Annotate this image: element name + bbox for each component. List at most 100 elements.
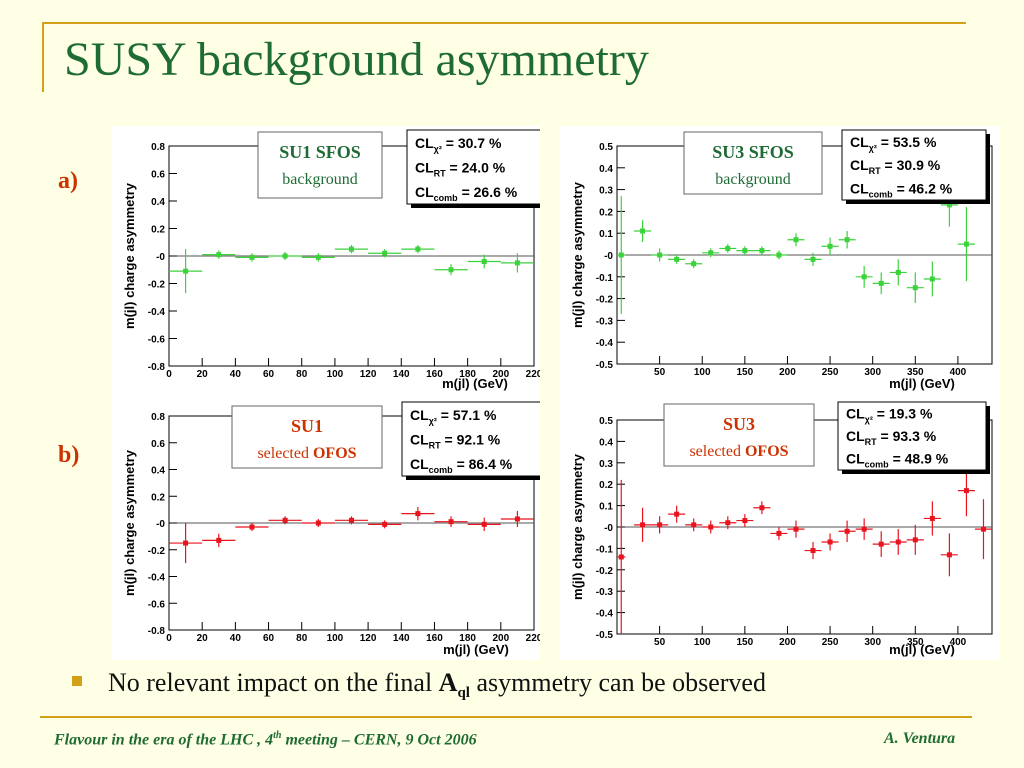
data-point (872, 272, 890, 295)
y-tick-label: -0.5 (596, 630, 614, 641)
marker (415, 511, 421, 517)
data-point (169, 523, 203, 564)
conclusion-suffix: asymmetry can be observed (469, 668, 766, 697)
cl-main: CL (846, 451, 865, 467)
cl-row: CLχ² = 57.1 % (410, 407, 497, 426)
data-point (804, 541, 822, 560)
y-tick-label: -0 (604, 523, 613, 534)
marker (844, 237, 850, 243)
footer-conference-sup: th (273, 730, 282, 741)
y-tick-label: -0.4 (596, 609, 614, 620)
data-point (872, 531, 890, 557)
conclusion-prefix: No relevant impact on the final (108, 668, 439, 697)
marker (691, 261, 697, 267)
data-point (334, 516, 369, 525)
cl-subscript: RT (869, 166, 881, 176)
data-point (368, 520, 402, 529)
cl-main: CL (410, 431, 429, 447)
y-tick-label: 0.2 (599, 480, 613, 491)
data-point (838, 231, 856, 249)
x-tick-label: 0 (166, 369, 172, 380)
y-tick-label: -0.2 (148, 546, 166, 557)
y-axis-label: m(jl) charge asymmetry (570, 453, 585, 600)
cl-value: = 24.0 % (446, 159, 506, 175)
sample-name: SU1 (291, 416, 323, 436)
data-point (736, 246, 754, 255)
marker (315, 520, 321, 526)
data-point (719, 516, 737, 530)
x-tick-label: 350 (907, 367, 924, 378)
cl-value: = 57.1 % (437, 407, 497, 423)
x-axis-label: m(jl) (GeV) (889, 376, 955, 391)
data-point (855, 518, 873, 540)
cl-row: CLcomb = 26.6 % (415, 184, 518, 203)
sample-label-box (231, 405, 383, 469)
data-point (235, 523, 269, 532)
data-point (753, 246, 771, 255)
cl-main: CL (410, 407, 429, 423)
cl-value: = 30.7 % (442, 135, 502, 151)
y-tick-label: 0.3 (599, 459, 613, 470)
marker (827, 539, 833, 545)
sample-selection: background (715, 171, 791, 188)
marker (946, 552, 952, 558)
data-point (838, 520, 856, 542)
marker (793, 526, 799, 532)
x-tick-label: 200 (492, 369, 509, 380)
data-point (770, 527, 788, 540)
y-tick-label: -0 (156, 252, 165, 263)
cl-subscript: comb (429, 465, 454, 475)
footer-author: A. Ventura (884, 730, 956, 747)
footer-conference-a: Flavour in the era of the LHC , 4 (54, 731, 274, 749)
data-point (434, 264, 468, 276)
marker (657, 252, 663, 258)
y-tick-label: -0 (604, 251, 613, 262)
footer-conference-b: meeting – CERN, 9 Oct 2006 (281, 731, 477, 749)
sample-selection-plain: background (715, 171, 791, 188)
marker (448, 519, 454, 525)
x-axis-label: m(jl) (GeV) (443, 642, 509, 657)
conclusion-symbol: A (438, 668, 458, 697)
sample-selection-plain: selected (689, 443, 745, 460)
x-tick-label: 200 (779, 637, 796, 648)
x-tick-label: 80 (296, 633, 308, 644)
marker (618, 252, 624, 258)
y-axis-label: m(jl) charge asymmetry (570, 181, 585, 328)
cl-main: CL (850, 157, 869, 173)
cl-main: CL (850, 134, 869, 150)
y-axis-label: m(jl) charge asymmetry (122, 449, 137, 596)
data-point (702, 248, 720, 258)
data-point (401, 245, 435, 254)
data-point (235, 253, 269, 262)
data-point (906, 272, 924, 303)
row-label-b: b) (58, 442, 80, 468)
y-axis-label: m(jl) charge asymmetry (122, 182, 137, 329)
x-tick-label: 150 (736, 367, 753, 378)
marker (481, 259, 487, 264)
x-tick-label: 100 (694, 637, 711, 648)
x-tick-label: 350 (907, 637, 924, 648)
data-point (889, 259, 907, 286)
conclusion-subscript: ql (457, 685, 470, 702)
data-point (889, 529, 907, 555)
conclusion-text: No relevant impact on the final Aql asym… (108, 668, 766, 702)
y-tick-label: -0 (156, 519, 165, 530)
data-point (169, 249, 203, 294)
data-point (334, 245, 369, 254)
marker (776, 530, 782, 536)
footer-conference: Flavour in the era of the LHC , 4th meet… (54, 730, 477, 749)
sample-label-box (683, 131, 823, 195)
marker (708, 524, 714, 530)
chart-panel-b-right: 0.5 0.4 0.3 0.2 0.1 -0 -0.1 -0.2 -0.3 -0.4 -0.5 50 1… (560, 398, 1000, 660)
marker (929, 276, 935, 282)
x-tick-label: 250 (822, 637, 839, 648)
marker (448, 267, 454, 273)
y-tick-label: -0.4 (148, 573, 166, 584)
cl-subscript: χ² (434, 144, 442, 154)
y-tick-label: 0.1 (599, 502, 613, 513)
data-point (804, 252, 822, 266)
y-tick-label: -0.2 (596, 566, 614, 577)
marker (946, 202, 952, 208)
data-point (202, 533, 236, 548)
data-point (821, 533, 839, 551)
